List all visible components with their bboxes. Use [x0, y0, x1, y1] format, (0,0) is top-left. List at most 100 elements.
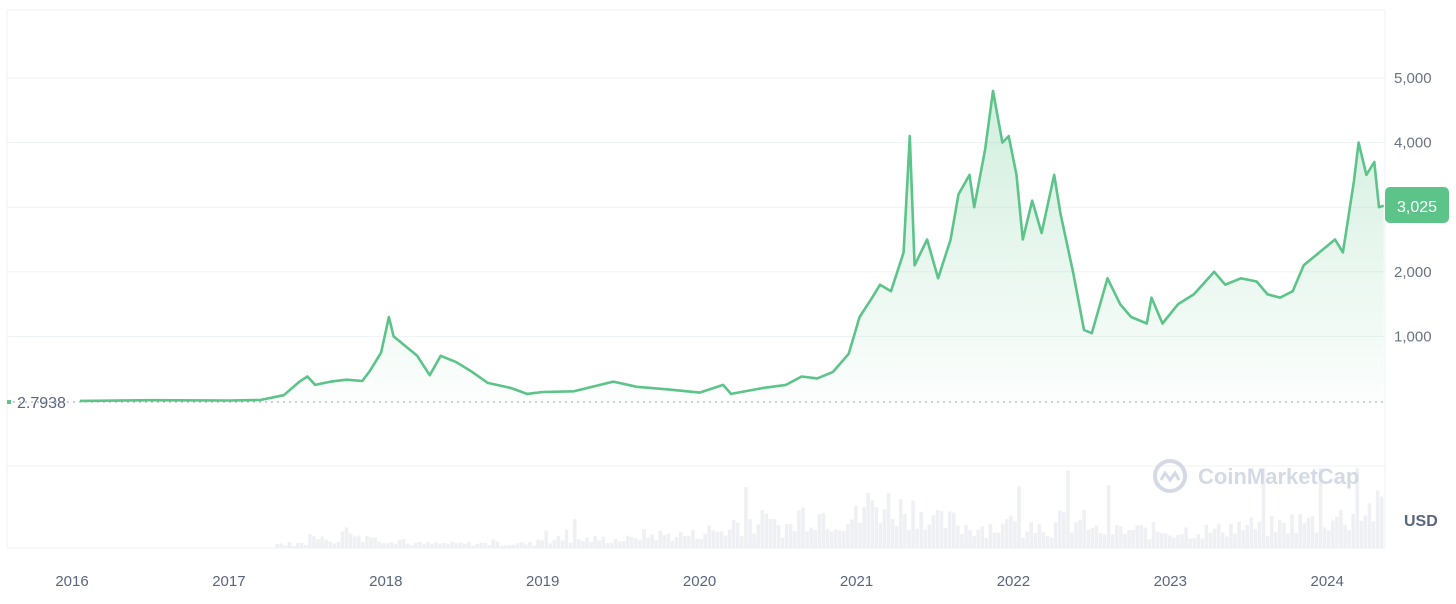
- volume-bar: [621, 541, 626, 548]
- volume-bar: [1074, 522, 1078, 548]
- volume-bar: [397, 540, 402, 548]
- volume-bar: [1033, 532, 1038, 548]
- x-tick-label: 2023: [1154, 573, 1187, 590]
- volume-bar: [1367, 503, 1372, 548]
- volume-bar: [279, 543, 284, 548]
- volume-bar: [1127, 529, 1131, 548]
- volume-bar: [352, 536, 357, 548]
- currency-label: USD: [1404, 513, 1438, 530]
- volume-bar: [1220, 532, 1225, 548]
- volume-bar: [931, 515, 936, 548]
- volume-bar: [654, 540, 659, 548]
- volume-bar: [1184, 527, 1188, 548]
- volume-bar: [287, 541, 292, 548]
- volume-bar: [850, 519, 854, 548]
- volume-bar: [833, 529, 838, 548]
- volume-bar: [858, 522, 862, 548]
- volume-bar: [1331, 520, 1335, 548]
- volume-bar: [752, 533, 756, 548]
- volume-bar: [617, 541, 622, 548]
- volume-bar: [1147, 539, 1152, 548]
- volume-bar: [609, 542, 614, 548]
- volume-bar: [1135, 525, 1139, 548]
- volume-bar: [935, 509, 940, 548]
- volume-bar: [1053, 522, 1058, 548]
- volume-bar: [528, 541, 532, 548]
- volume-bar: [756, 524, 760, 548]
- volume-bar: [731, 520, 736, 548]
- volume-bar: [385, 543, 390, 548]
- volume-bar: [434, 542, 438, 548]
- volume-bar: [911, 500, 915, 548]
- volume-bar: [1282, 523, 1286, 548]
- coinmarketcap-logo-icon: [1153, 459, 1187, 493]
- x-tick-label: 2022: [997, 573, 1030, 590]
- volume-bar: [923, 529, 928, 548]
- volume-bar: [487, 545, 491, 548]
- volume-bar: [283, 545, 288, 548]
- volume-bar: [1172, 537, 1176, 548]
- volume-bar: [1269, 516, 1274, 548]
- volume-bar: [723, 535, 728, 548]
- volume-bar: [837, 530, 842, 548]
- volume-bar: [825, 528, 830, 548]
- volume-bar: [846, 524, 850, 548]
- x-tick-label: 2018: [369, 573, 402, 590]
- volume-bar: [662, 534, 667, 548]
- volume-bar: [438, 543, 443, 548]
- x-tick-label: 2020: [683, 573, 716, 590]
- volume-bar: [1339, 509, 1343, 548]
- volume-bar: [450, 541, 455, 548]
- volume-bar: [356, 535, 361, 548]
- volume-bar: [866, 492, 870, 548]
- volume-bar: [446, 544, 451, 548]
- volume-bar: [996, 532, 1001, 548]
- volume-bar: [1029, 522, 1034, 548]
- volume-bar: [291, 545, 296, 548]
- volume-bar: [670, 540, 675, 548]
- volume-bar: [809, 527, 813, 548]
- volume-bar: [992, 532, 997, 548]
- volume-bar: [1208, 532, 1213, 548]
- volume-bar: [1037, 524, 1042, 548]
- volume-bar: [801, 507, 805, 548]
- volume-bar: [589, 541, 593, 548]
- volume-bar: [1163, 533, 1168, 548]
- volume-bar: [312, 536, 316, 548]
- volume-bar: [467, 542, 471, 548]
- volume-bar: [886, 492, 891, 548]
- volume-bar: [1021, 537, 1025, 548]
- volume-bar: [841, 530, 846, 548]
- x-tick-label: 2017: [212, 573, 245, 590]
- volume-bar: [703, 533, 707, 548]
- volume-bar: [817, 514, 822, 548]
- x-tick-label: 2021: [840, 573, 873, 590]
- volume-bar: [1363, 515, 1368, 548]
- volume-bar: [1245, 525, 1250, 548]
- volume-bar: [613, 538, 618, 548]
- volume-bar: [324, 539, 328, 548]
- volume-bar: [1196, 534, 1201, 548]
- volume-bar: [348, 533, 353, 548]
- volume-bar: [344, 527, 349, 548]
- volume-bar: [409, 545, 414, 548]
- volume-bar: [483, 542, 487, 548]
- volume-bar: [666, 533, 671, 548]
- volume-bar: [691, 530, 695, 548]
- volume-bar: [956, 525, 960, 548]
- volume-bar: [797, 510, 801, 548]
- volume-bar: [462, 543, 467, 548]
- volume-bar: [1025, 531, 1029, 548]
- y-tick-label: 4,000: [1394, 135, 1432, 152]
- volume-bar: [1017, 486, 1021, 548]
- volume-bar: [303, 544, 308, 548]
- volume-bar: [829, 531, 834, 548]
- volume-bar: [638, 540, 642, 548]
- y-tick-label: 1,000: [1394, 328, 1432, 345]
- volume-bar: [532, 545, 536, 548]
- volume-bar: [760, 510, 765, 548]
- volume-bar: [1233, 533, 1237, 548]
- volume-bar: [515, 543, 520, 548]
- volume-bar: [874, 507, 879, 548]
